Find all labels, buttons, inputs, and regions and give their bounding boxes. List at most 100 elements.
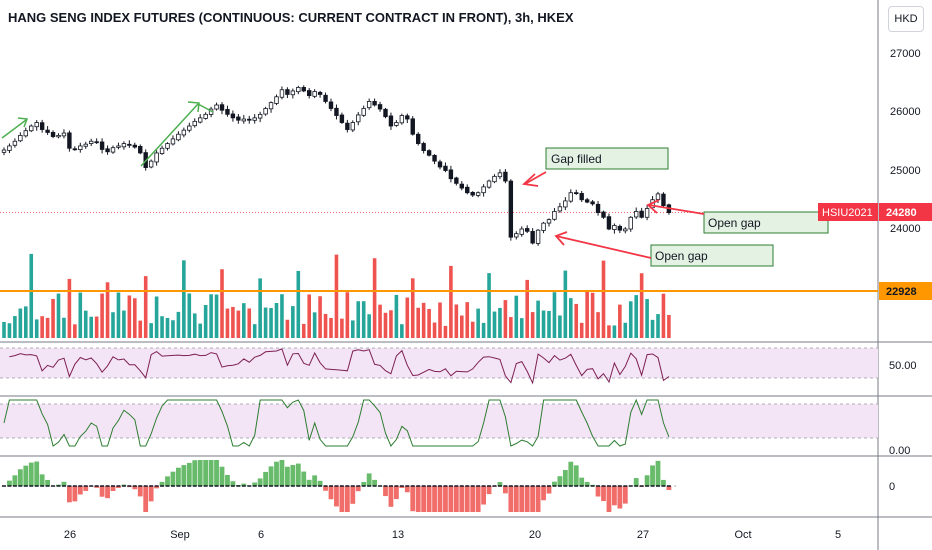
candle-body <box>296 87 301 93</box>
volume-bar <box>416 307 420 338</box>
candle-body <box>67 132 72 149</box>
candle-body <box>78 145 83 150</box>
callout-box[interactable] <box>650 244 774 267</box>
histogram-bar <box>557 476 563 486</box>
histogram-bar <box>530 486 536 512</box>
histogram-bar <box>601 486 606 502</box>
volume-bar <box>2 321 6 338</box>
histogram-bar <box>28 462 34 486</box>
histogram-bar <box>437 486 443 512</box>
volume-bar <box>160 316 164 338</box>
histogram-bar <box>432 486 437 512</box>
volume-bar <box>400 324 404 338</box>
candle-body <box>105 148 110 153</box>
gap-filled-callout[interactable]: Gap filled <box>521 147 669 187</box>
volume-bar <box>78 292 83 338</box>
candle-body <box>345 122 350 130</box>
volume-bar <box>432 322 437 338</box>
candle-body <box>187 125 192 131</box>
time-tick: Sep <box>170 529 190 541</box>
callout-box[interactable] <box>703 211 829 234</box>
candle-body <box>29 125 34 132</box>
volume-bar <box>89 316 93 338</box>
candle-body <box>56 134 61 138</box>
histogram-bar <box>257 478 263 486</box>
histogram-bar <box>165 476 170 486</box>
volume-bar <box>558 315 562 338</box>
volume-bar <box>291 306 295 338</box>
volume-bar <box>421 302 426 338</box>
volume-bar <box>585 291 589 338</box>
volume-bar <box>334 254 339 338</box>
trend-arrow-drawing[interactable] <box>1 101 214 167</box>
candle-body <box>366 101 372 109</box>
volume-bar <box>547 310 551 338</box>
candle-body <box>312 91 317 97</box>
histogram-bar <box>334 486 339 507</box>
histogram-bar <box>513 486 519 512</box>
histogram-bar <box>655 460 661 486</box>
volume-bar <box>476 308 480 338</box>
price-axis[interactable]: 27000 26000 25000 24000 <box>890 48 921 235</box>
stoch-line <box>3 398 670 447</box>
volume-bar <box>116 292 121 338</box>
histogram-bar <box>219 466 225 486</box>
candle-body <box>181 129 187 136</box>
candle-body <box>268 102 274 110</box>
histogram-bar <box>366 473 372 486</box>
histogram-bar <box>274 461 279 486</box>
volume-bar <box>231 306 235 338</box>
callout-arrow <box>646 199 705 215</box>
histogram-bar <box>143 486 149 512</box>
volume-bar <box>171 320 175 338</box>
volume-bar <box>127 295 132 338</box>
horizontal-line[interactable] <box>0 212 878 292</box>
volume-bar <box>427 308 431 338</box>
histogram-bar <box>132 486 138 490</box>
callout-box[interactable] <box>545 147 669 170</box>
candle-body <box>546 219 552 224</box>
volume-bar <box>252 324 257 338</box>
volume-bar <box>351 320 355 338</box>
time-axis[interactable]: 26 Sep 6 13 20 27 Oct 5 <box>64 529 841 541</box>
candle-body <box>83 143 88 147</box>
candle-body <box>514 233 519 238</box>
histogram-bar <box>241 483 247 486</box>
candle-body <box>508 180 514 238</box>
histogram-bar <box>344 486 350 512</box>
histogram-bar <box>650 465 655 486</box>
candle-body <box>323 94 328 102</box>
volume-bar <box>176 311 181 338</box>
candle-body <box>214 104 219 110</box>
currency-button[interactable]: HKD <box>888 6 924 32</box>
candle-body <box>655 193 661 200</box>
volume-bar <box>634 295 638 338</box>
histogram-bar <box>301 471 307 486</box>
histogram-bar <box>148 486 154 502</box>
volume-bar <box>100 293 104 338</box>
callout-arrow <box>521 171 547 187</box>
open-gap-callout-bottom[interactable]: Open gap <box>554 231 774 267</box>
volume-bar <box>569 298 573 338</box>
volume-bar <box>263 307 268 338</box>
volume-bar <box>470 321 475 338</box>
histogram-bar <box>105 486 110 499</box>
histogram-bar <box>399 486 405 488</box>
candle-body <box>405 115 410 120</box>
volume-bar <box>122 310 126 338</box>
volume-bar <box>454 304 459 338</box>
volume-bar <box>492 311 497 338</box>
volume-bar <box>236 310 241 338</box>
symbol-label: HSIU2021 <box>822 207 873 219</box>
histogram-bar <box>410 486 416 512</box>
callout-text: Gap filled <box>551 152 602 166</box>
volume-bar <box>650 319 655 338</box>
candle-body <box>121 143 127 148</box>
volume-bar <box>138 320 143 338</box>
candle-body <box>192 120 197 127</box>
volume-bar <box>203 304 208 338</box>
callout-arrow <box>554 231 652 259</box>
open-gap-callout-right[interactable]: Open gap <box>646 199 829 234</box>
candle-body <box>410 118 415 135</box>
